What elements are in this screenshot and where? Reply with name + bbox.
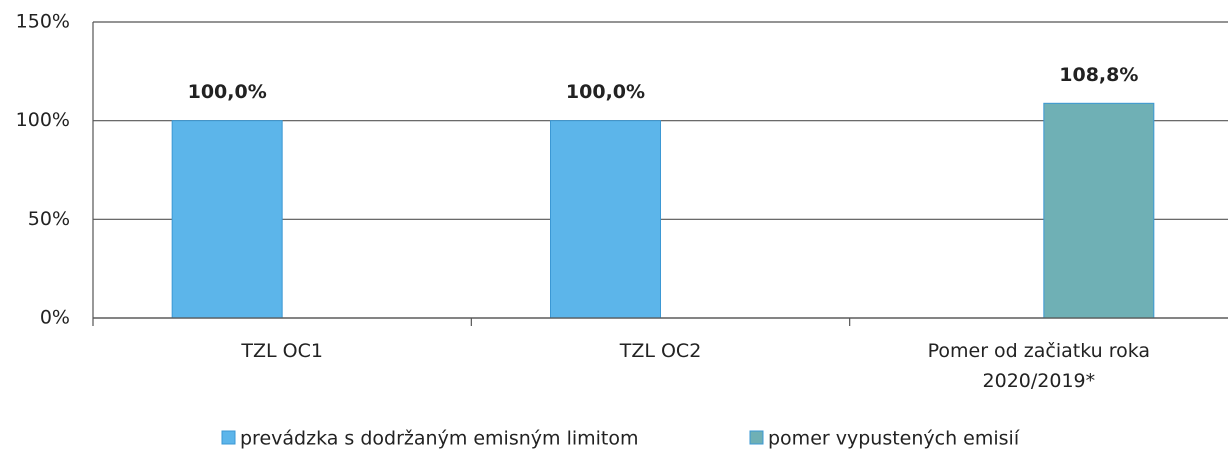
value-label: 100,0%: [566, 81, 645, 103]
legend-label: prevádzka s dodržaným emisným limitom: [240, 428, 639, 450]
bar: [1043, 102, 1155, 319]
y-tick-label: 100%: [16, 109, 70, 131]
x-tick-label: TZL OC1: [241, 340, 323, 362]
x-tick-label: TZL OC2: [619, 340, 702, 362]
y-tick-label: 0%: [40, 307, 70, 329]
value-label: 100,0%: [188, 81, 267, 103]
y-tick-label: 50%: [28, 208, 70, 230]
value-label: 108,8%: [1059, 64, 1138, 86]
legend-label: pomer vypustených emisií: [768, 428, 1020, 450]
bar: [550, 120, 661, 319]
legend-swatch: [221, 430, 236, 445]
bar: [171, 120, 283, 319]
legend-swatch: [749, 430, 764, 445]
x-tick-label: Pomer od začiatku roka 2020/2019*: [927, 340, 1151, 392]
y-tick-label: 150%: [16, 11, 70, 33]
